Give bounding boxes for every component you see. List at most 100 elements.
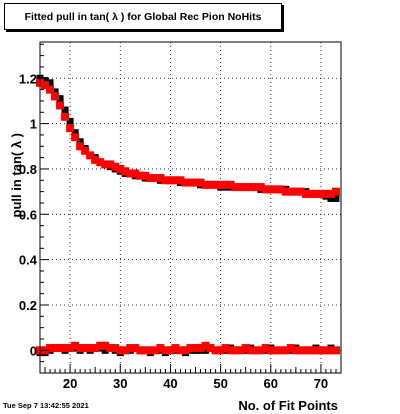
data-point bbox=[131, 169, 140, 178]
data-point bbox=[261, 185, 270, 194]
data-point bbox=[161, 176, 170, 185]
plot-frame bbox=[39, 41, 342, 374]
data-point bbox=[331, 346, 340, 355]
data-point bbox=[301, 346, 310, 355]
data-point bbox=[116, 164, 125, 173]
data-point bbox=[236, 346, 245, 355]
data-point bbox=[211, 346, 220, 355]
y-tick-label: 0.2 bbox=[19, 298, 37, 313]
data-point bbox=[266, 346, 275, 355]
y-tick-label: 0.8 bbox=[19, 162, 37, 177]
data-point bbox=[101, 341, 110, 350]
data-point bbox=[326, 346, 335, 355]
data-point bbox=[81, 146, 90, 155]
data-point bbox=[126, 169, 135, 178]
grid-lines bbox=[40, 42, 341, 373]
data-point bbox=[281, 187, 290, 196]
data-point bbox=[186, 344, 195, 353]
data-point bbox=[271, 346, 280, 355]
data-point bbox=[296, 187, 305, 196]
data-point bbox=[146, 174, 155, 183]
data-point bbox=[301, 189, 310, 198]
data-point bbox=[156, 174, 165, 183]
data-point bbox=[316, 346, 325, 355]
data-point bbox=[61, 344, 70, 353]
data-point bbox=[286, 187, 295, 196]
data-point bbox=[46, 344, 55, 353]
data-point bbox=[76, 344, 85, 353]
data-point bbox=[251, 346, 260, 355]
data-point bbox=[71, 133, 80, 142]
data-point bbox=[101, 346, 109, 354]
data-point bbox=[41, 77, 49, 85]
data-point bbox=[41, 81, 50, 90]
data-point bbox=[126, 344, 135, 353]
data-point bbox=[146, 346, 155, 355]
data-point bbox=[116, 346, 125, 355]
data-point bbox=[296, 346, 305, 355]
data-point bbox=[246, 346, 255, 355]
data-point bbox=[251, 183, 260, 192]
data-point bbox=[61, 112, 70, 121]
data-point bbox=[66, 124, 75, 133]
x-tick-label: 60 bbox=[264, 376, 278, 391]
data-point bbox=[241, 183, 250, 192]
data-point bbox=[226, 346, 235, 355]
data-point bbox=[176, 176, 185, 185]
data-markers bbox=[36, 74, 340, 357]
data-point bbox=[241, 344, 250, 353]
data-point bbox=[71, 129, 79, 137]
data-point bbox=[156, 344, 165, 353]
data-point bbox=[176, 346, 185, 355]
y-tick-label: 1 bbox=[30, 117, 37, 132]
data-point bbox=[216, 180, 225, 189]
data-point bbox=[202, 346, 210, 354]
y-tick-label: 0 bbox=[30, 343, 37, 358]
data-point bbox=[311, 189, 320, 198]
data-point bbox=[321, 189, 330, 198]
data-point bbox=[327, 194, 335, 202]
data-point bbox=[206, 180, 215, 189]
data-point bbox=[86, 151, 95, 160]
data-point bbox=[46, 79, 54, 87]
data-point bbox=[332, 194, 340, 202]
data-point bbox=[201, 341, 210, 350]
data-point bbox=[56, 344, 65, 353]
data-point bbox=[201, 180, 210, 189]
data-point bbox=[141, 346, 150, 355]
data-point bbox=[51, 344, 60, 353]
data-point bbox=[256, 346, 265, 355]
data-point bbox=[236, 183, 245, 192]
data-point bbox=[96, 158, 105, 167]
data-point bbox=[166, 176, 175, 185]
data-point bbox=[271, 185, 280, 194]
data-point bbox=[191, 178, 200, 187]
data-point bbox=[196, 344, 205, 353]
data-point bbox=[91, 155, 100, 164]
data-point bbox=[266, 185, 275, 194]
x-tick-label: 50 bbox=[213, 376, 227, 391]
data-point bbox=[151, 346, 160, 355]
data-point bbox=[101, 160, 110, 169]
data-point bbox=[226, 180, 235, 189]
x-tick-label: 30 bbox=[113, 376, 127, 391]
data-point bbox=[161, 346, 170, 355]
data-point bbox=[131, 344, 140, 353]
data-point bbox=[66, 344, 75, 353]
data-point bbox=[96, 341, 105, 350]
y-axis-label: pull in tan( λ ) bbox=[9, 133, 24, 218]
data-point bbox=[181, 178, 190, 187]
x-axis-label: No. of Fit Points bbox=[238, 398, 338, 413]
data-point bbox=[71, 341, 80, 350]
data-point bbox=[246, 183, 255, 192]
data-point bbox=[221, 344, 230, 353]
data-point bbox=[196, 178, 205, 187]
data-point bbox=[276, 346, 285, 355]
data-point bbox=[331, 187, 340, 196]
data-point bbox=[186, 178, 195, 187]
data-point bbox=[121, 167, 130, 176]
data-point bbox=[76, 138, 84, 146]
y-tick-label: 1.2 bbox=[19, 71, 37, 86]
data-point bbox=[221, 180, 230, 189]
